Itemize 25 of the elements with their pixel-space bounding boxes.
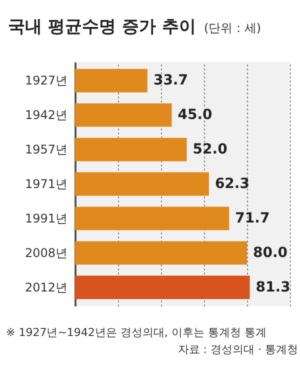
data-label: 81.3 bbox=[256, 279, 290, 296]
y-tick-label: 1942년 bbox=[24, 108, 68, 122]
y-tick-label: 1927년 bbox=[24, 74, 68, 88]
data-label: 45.0 bbox=[178, 107, 213, 124]
chart-title: 국내 평균수명 증가 추이 bbox=[8, 17, 196, 37]
text: ※ 1927년~1942년은 경성의대, 이후는 통계청 통계 bbox=[6, 326, 266, 339]
data-label: 62.3 bbox=[214, 176, 250, 192]
bar bbox=[75, 172, 209, 196]
bar bbox=[75, 103, 172, 127]
y-tick-label: 1991년 bbox=[24, 211, 68, 226]
bar bbox=[75, 241, 247, 265]
y-tick-label: 1957년 bbox=[24, 142, 68, 157]
bar bbox=[75, 68, 148, 92]
y-tick-label: 1971년 bbox=[24, 177, 68, 191]
data-label: 80.0 bbox=[253, 244, 288, 261]
text: 자료 : 경성의대 · 통계청 bbox=[178, 343, 298, 356]
chart-subtitle: (단위 : 세) bbox=[204, 21, 262, 35]
y-tick-label: 2012년 bbox=[24, 280, 68, 294]
y-tick-label: 2008년 bbox=[24, 246, 68, 260]
bar bbox=[75, 206, 230, 230]
data-label: 52.0 bbox=[192, 142, 228, 158]
data-label: 33.7 bbox=[153, 72, 188, 89]
data-label: 71.7 bbox=[235, 210, 270, 226]
bar bbox=[75, 276, 250, 300]
bar bbox=[75, 138, 187, 162]
